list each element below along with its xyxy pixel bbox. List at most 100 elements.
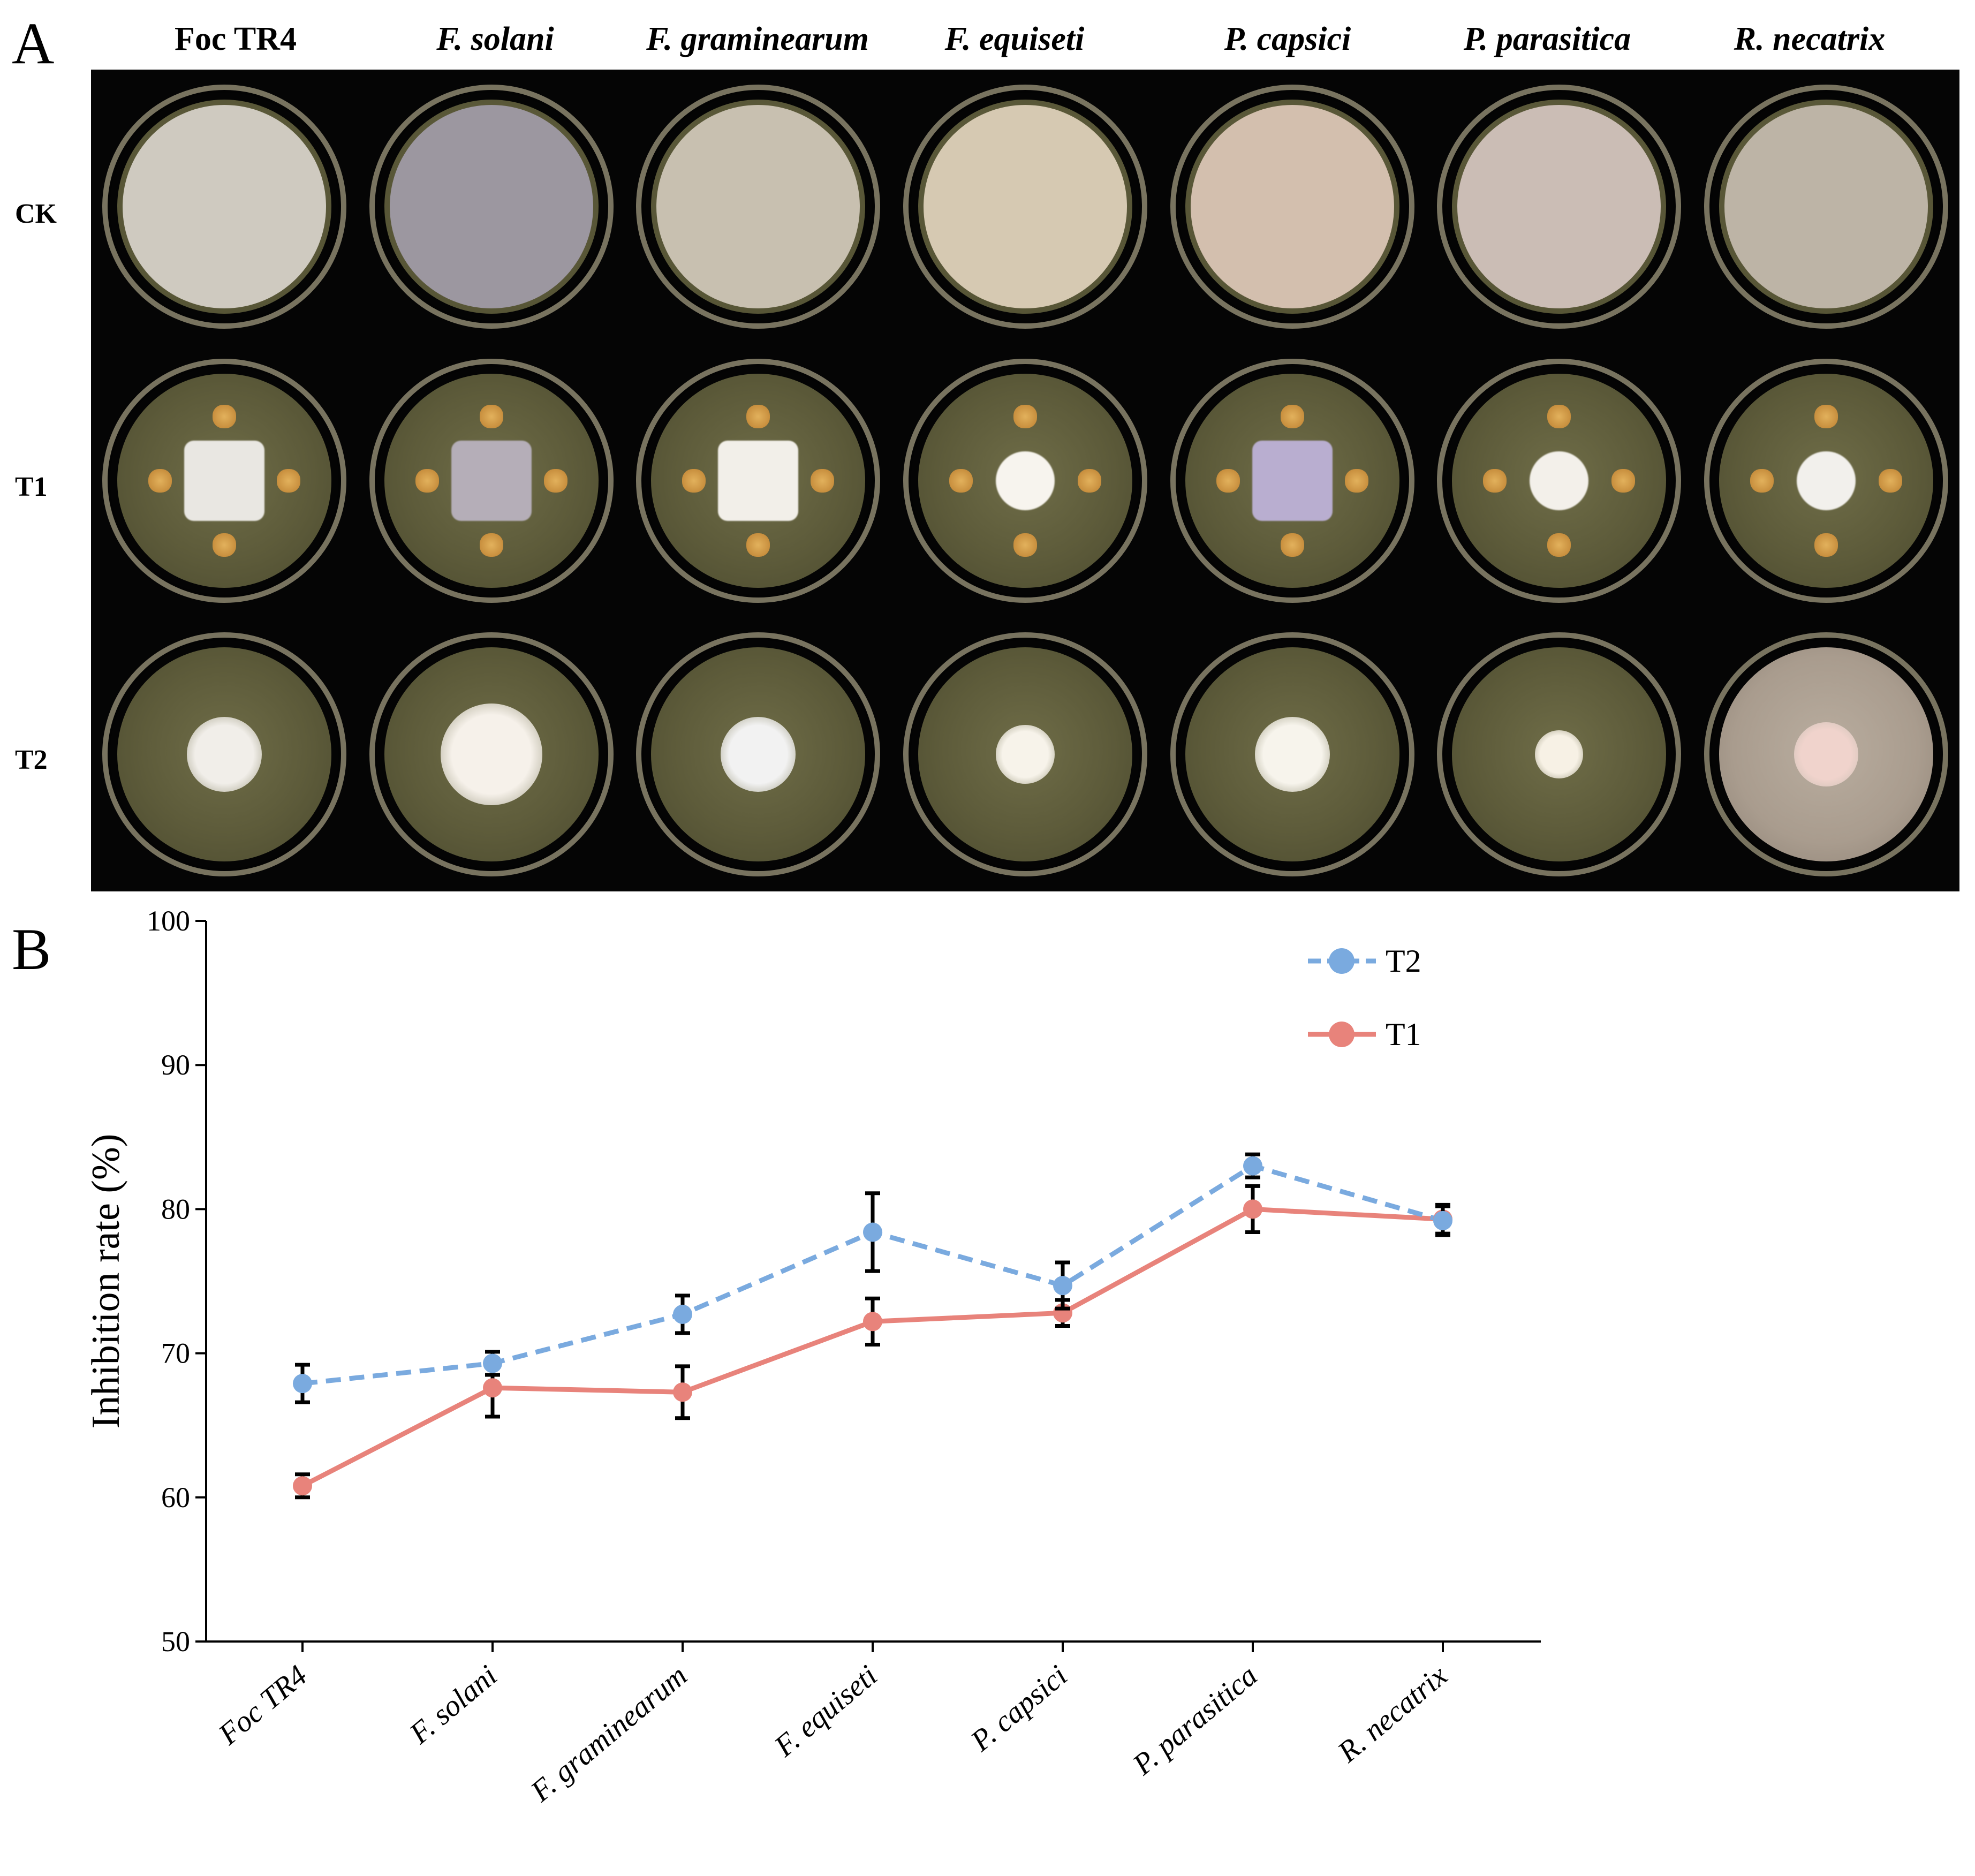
bacterial-colony	[949, 468, 973, 493]
agar-medium	[384, 373, 599, 588]
petri-plate	[363, 78, 620, 335]
pathogen-colony	[187, 717, 262, 792]
legend-marker-t1	[1329, 1022, 1354, 1047]
data-point-t1	[863, 1312, 882, 1332]
bacterial-colony	[1547, 533, 1571, 557]
petri-plate	[1431, 78, 1688, 335]
petri-plate	[1698, 626, 1955, 883]
petri-dish	[1170, 84, 1414, 329]
bacterial-colony	[746, 404, 770, 428]
petri-plate	[363, 352, 620, 609]
agar-medium	[1719, 373, 1933, 588]
chart-legend: T2 T1	[1308, 943, 1421, 1052]
petri-plate	[363, 626, 620, 883]
agar-medium	[1185, 647, 1399, 862]
pathogen-colony	[1794, 722, 1858, 787]
petri-dish	[369, 632, 614, 877]
petri-dish	[903, 84, 1147, 329]
agar-medium	[117, 373, 332, 588]
bacterial-colony	[543, 468, 567, 493]
bacterial-colony	[277, 468, 301, 493]
petri-dish	[369, 84, 614, 329]
panel-a-letter: A	[12, 11, 55, 76]
bacterial-colony	[213, 533, 237, 557]
petri-dish	[1437, 358, 1682, 603]
column-header: Foc TR4	[175, 21, 297, 57]
y-tick-label: 80	[161, 1193, 190, 1225]
petri-plate	[1164, 78, 1421, 335]
agar-medium	[918, 373, 1132, 588]
petri-plate	[630, 78, 887, 335]
pathogen-colony	[718, 440, 799, 521]
pathogen-colony	[996, 725, 1055, 784]
agar-medium	[117, 99, 332, 314]
column-header: P. capsici	[1224, 21, 1351, 57]
petri-plate	[630, 352, 887, 609]
y-tick-label: 90	[161, 1049, 190, 1081]
agar-medium	[1719, 99, 1933, 314]
bacterial-colony	[1814, 533, 1838, 557]
petri-dish	[1437, 632, 1682, 877]
pathogen-colony	[1796, 451, 1856, 510]
petri-dish	[1704, 84, 1948, 329]
mycelium-lawn	[389, 104, 593, 308]
petri-plate	[96, 352, 353, 609]
petri-dish	[636, 632, 881, 877]
data-point-t2	[1053, 1276, 1072, 1296]
bacterial-colony	[1216, 468, 1240, 493]
petri-dish	[369, 358, 614, 603]
mycelium-lawn	[1724, 104, 1928, 308]
x-tick-label: P. parasitica	[1126, 1659, 1264, 1781]
legend-label-t1: T1	[1386, 1017, 1421, 1052]
petri-plate	[897, 352, 1154, 609]
petri-dish	[1704, 632, 1948, 877]
bacterial-colony	[1280, 533, 1304, 557]
bacterial-colony	[1750, 468, 1774, 493]
inhibition-rate-chart: 50 60 70 80 90 100 Foc TR4 F. solani F. graminea…	[84, 905, 1541, 1809]
x-tick-label: F. graminearum	[524, 1659, 693, 1808]
petri-dish	[1170, 358, 1414, 603]
petri-plate	[1431, 352, 1688, 609]
bacterial-colony	[479, 404, 503, 428]
panel-b-letter: B	[12, 917, 51, 982]
bacterial-colony	[1547, 404, 1571, 428]
agar-medium	[1452, 99, 1667, 314]
petri-dish	[903, 358, 1147, 603]
pathogen-colony	[451, 440, 532, 521]
column-header: F. graminearum	[646, 21, 869, 57]
petri-plate	[630, 626, 887, 883]
bacterial-colony	[1078, 468, 1101, 493]
mycelium-lawn	[1190, 104, 1394, 308]
pathogen-colony	[1252, 440, 1333, 521]
petri-dish	[636, 84, 881, 329]
pathogen-colony	[1530, 451, 1589, 510]
agar-medium	[1452, 373, 1667, 588]
x-tick-label: P. capsici	[964, 1659, 1073, 1758]
bacterial-colony	[1878, 468, 1902, 493]
mycelium-lawn	[1457, 104, 1661, 308]
bacterial-colony	[415, 468, 439, 493]
petri-dish	[1704, 358, 1948, 603]
y-axis-label: Inhibition rate (%)	[84, 1134, 128, 1429]
agar-medium	[1719, 647, 1933, 862]
agar-medium	[1185, 373, 1399, 588]
legend-marker-t2	[1329, 948, 1354, 974]
petri-plate	[1698, 78, 1955, 335]
column-header: R. necatrix	[1734, 21, 1886, 57]
y-tick-label: 100	[147, 905, 190, 937]
y-tick-label: 70	[161, 1337, 190, 1370]
agar-medium	[384, 647, 599, 862]
y-tick-label: 60	[161, 1481, 190, 1514]
data-point-t2	[1243, 1156, 1262, 1176]
petri-plate-grid	[91, 70, 1959, 891]
x-tick-label: F. solani	[403, 1659, 504, 1750]
mycelium-lawn	[656, 104, 860, 308]
data-point-t2	[293, 1374, 312, 1394]
bacterial-colony	[1013, 404, 1037, 428]
agar-medium	[918, 99, 1132, 314]
agar-medium	[1452, 647, 1667, 862]
bacterial-colony	[479, 533, 503, 557]
petri-dish	[636, 358, 881, 603]
row-label-t1: T1	[15, 472, 48, 502]
agar-medium	[651, 373, 866, 588]
